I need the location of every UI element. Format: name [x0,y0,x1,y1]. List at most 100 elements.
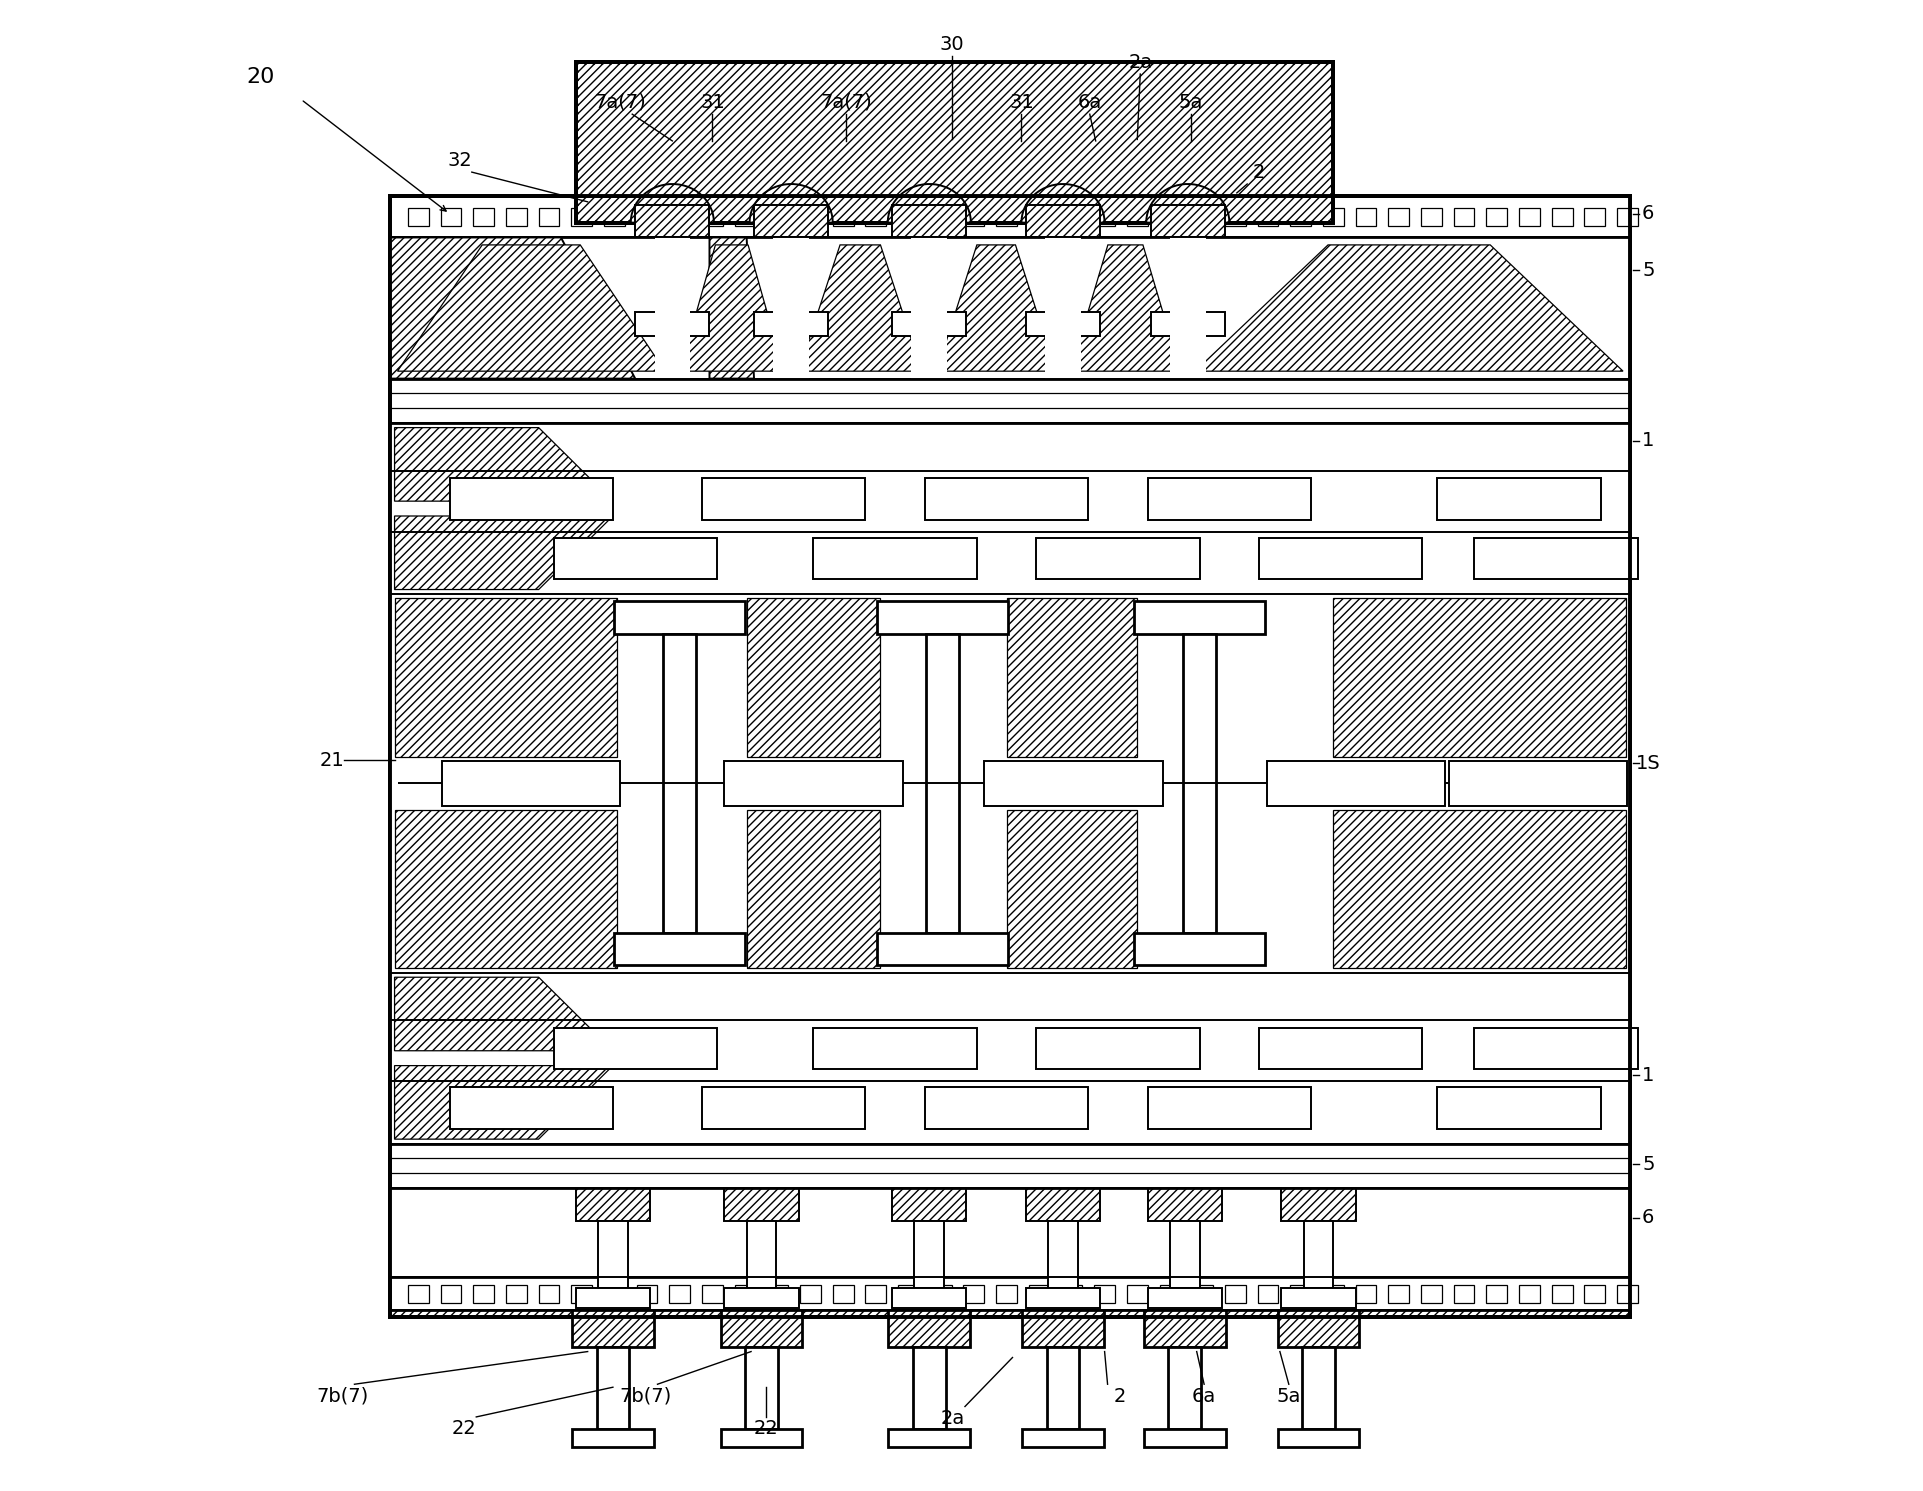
Bar [892,312,965,335]
Bar [931,1285,952,1303]
Text: 22: 22 [452,1419,477,1439]
Bar [865,207,887,225]
Bar [1021,1311,1104,1346]
Bar [1552,207,1571,225]
Bar [440,1285,462,1303]
Text: 21: 21 [319,751,344,769]
Bar [1044,237,1081,379]
Bar [575,1288,650,1309]
Bar [1421,1285,1440,1303]
Polygon shape [398,245,665,371]
Bar [1421,207,1440,225]
Bar [813,1027,977,1069]
Bar [1356,207,1375,225]
Polygon shape [1006,598,1136,756]
Bar [1277,1311,1360,1346]
Bar [571,1285,592,1303]
Bar [1277,1428,1360,1446]
Polygon shape [390,237,635,379]
Bar [913,1221,944,1288]
Bar [892,1188,965,1221]
Bar [963,1285,985,1303]
Bar [1552,1285,1571,1303]
Text: 7b(7): 7b(7) [315,1387,369,1406]
Bar [996,1285,1017,1303]
Bar [1021,1428,1104,1446]
Bar [1454,207,1473,225]
Bar [1094,207,1115,225]
Polygon shape [1021,183,1104,222]
Bar [1225,1285,1244,1303]
Bar [702,479,865,520]
Polygon shape [1146,183,1229,222]
Bar [669,207,690,225]
Bar [408,207,429,225]
Bar [390,237,1629,379]
Bar [1150,204,1225,237]
Bar [554,538,717,579]
Polygon shape [394,428,613,501]
Text: 6: 6 [1640,204,1654,224]
Bar [635,204,710,237]
Polygon shape [798,245,921,371]
Text: 1: 1 [1640,1066,1654,1085]
Bar [1615,207,1636,225]
Text: 6: 6 [1640,1208,1654,1227]
Bar [913,1346,946,1428]
Text: 6a: 6a [1077,92,1102,112]
Bar [571,207,592,225]
Bar [604,207,625,225]
Bar [877,601,1008,634]
Text: 2a: 2a [1127,52,1152,72]
Bar [1150,312,1225,335]
Bar [1048,1221,1077,1288]
Text: 7b(7): 7b(7) [619,1387,671,1406]
Bar [723,1188,798,1221]
Polygon shape [394,810,617,968]
Bar [1323,207,1342,225]
Bar [1135,601,1265,634]
Text: 22: 22 [754,1419,779,1439]
Bar [925,634,958,933]
Bar [654,237,690,379]
Polygon shape [746,810,881,968]
Bar [1225,207,1244,225]
Polygon shape [1194,245,1623,371]
Polygon shape [679,245,783,371]
Bar [702,207,723,225]
Bar [925,1087,1088,1129]
Bar [865,1285,887,1303]
Bar [1473,1027,1636,1069]
Bar [408,1285,429,1303]
Text: 30: 30 [938,34,963,54]
Bar [663,634,696,933]
Bar [1127,207,1148,225]
Polygon shape [750,183,833,222]
Bar [473,1285,494,1303]
Bar [1258,1285,1277,1303]
Text: 32: 32 [448,151,471,170]
Bar [1486,1285,1506,1303]
Bar [1436,1087,1600,1129]
Bar [1025,1188,1100,1221]
Bar [1167,1346,1200,1428]
Bar [637,207,658,225]
Bar [1258,538,1421,579]
Bar [1519,1285,1538,1303]
Bar [767,207,788,225]
Bar [1265,760,1444,805]
Bar [1258,207,1277,225]
Bar [996,207,1017,225]
Text: 31: 31 [1008,92,1033,112]
Bar [746,1221,775,1288]
Bar [1486,207,1506,225]
Bar [1061,1285,1083,1303]
Bar [723,760,902,805]
Bar [390,379,1629,423]
Bar [735,1285,756,1303]
Polygon shape [390,195,1629,1318]
Bar [575,1188,650,1221]
Bar [888,1311,969,1346]
Polygon shape [394,1066,613,1139]
Bar [613,933,744,965]
